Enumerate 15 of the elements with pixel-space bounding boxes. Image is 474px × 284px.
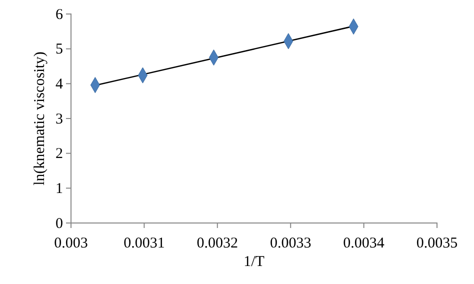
x-tick-label: 0.003 [54, 236, 88, 252]
x-tick-label: 0.0034 [343, 236, 385, 252]
y-tick-label: 6 [56, 6, 64, 23]
x-tick-label: 0.0033 [270, 236, 312, 252]
y-tick-label: 4 [56, 76, 64, 92]
y-tick-label: 1 [56, 180, 63, 197]
y-tick-label: 3 [56, 111, 63, 128]
y-tick-label: 5 [56, 42, 63, 58]
y-tick-label: 0 [56, 216, 63, 232]
y-tick-label: 2 [56, 146, 63, 162]
x-tick-label: 0.0035 [416, 236, 458, 252]
x-axis-title: 1/T [244, 254, 264, 270]
x-tick-label: 0.0031 [124, 236, 165, 252]
y-axis-title: ln(knematic viscosity) [32, 52, 48, 186]
x-tick-label: 0.0032 [196, 236, 238, 252]
